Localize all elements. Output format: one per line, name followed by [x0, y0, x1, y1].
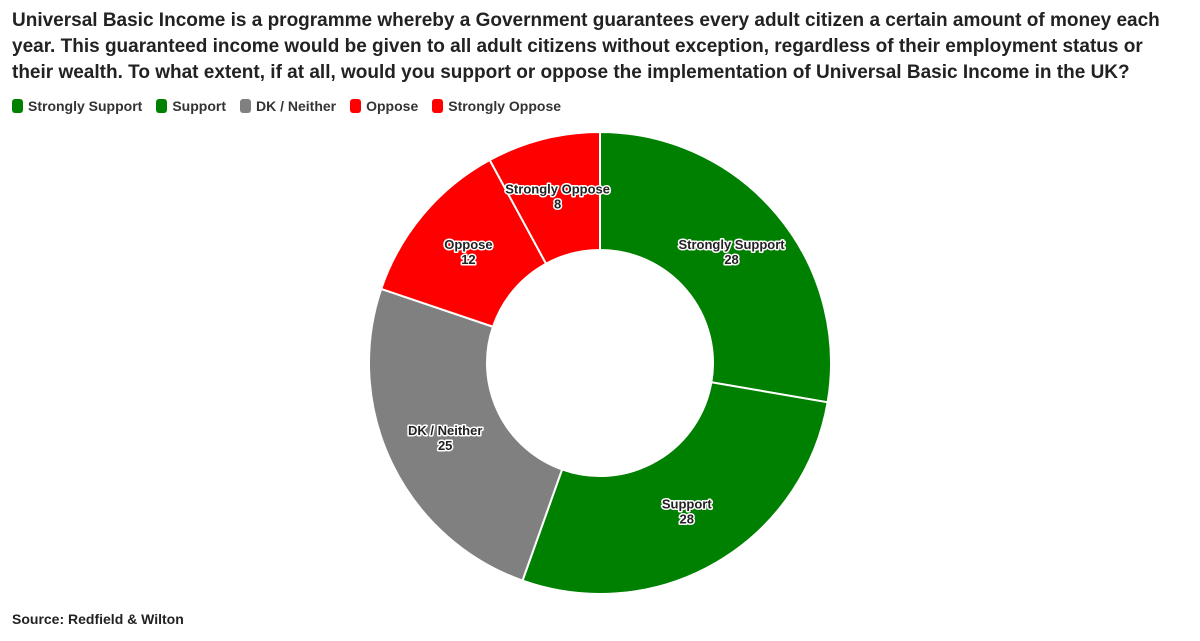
- slice-dk-neither[interactable]: [368, 287, 564, 582]
- legend-item-oppose[interactable]: Oppose: [350, 98, 418, 114]
- legend-label: Strongly Oppose: [448, 98, 562, 114]
- legend: Strongly Support Support DK / Neither Op…: [12, 98, 561, 114]
- legend-swatch: [350, 99, 362, 113]
- slice-strongly-oppose[interactable]: [488, 130, 601, 266]
- chart-title: Universal Basic Income is a programme wh…: [12, 10, 1160, 83]
- legend-item-dk-neither[interactable]: DK / Neither: [239, 98, 337, 114]
- slice-strongly-support[interactable]: [599, 130, 832, 404]
- legend-label: Support: [172, 98, 226, 114]
- legend-item-strongly-support[interactable]: Strongly Support: [12, 98, 142, 114]
- legend-swatch: [432, 99, 444, 113]
- legend-swatch: [156, 99, 168, 113]
- legend-swatch: [12, 99, 23, 113]
- legend-label: Strongly Support: [28, 98, 143, 114]
- source-note: Source: Redfield & Wilton: [12, 611, 184, 627]
- slice-support[interactable]: [521, 381, 829, 595]
- legend-label: Oppose: [366, 98, 419, 114]
- legend-swatch: [239, 99, 251, 113]
- slice-label-strongly-oppose: Strongly Oppose 8: [505, 181, 610, 211]
- slice-label-support: Support 28: [662, 497, 712, 527]
- legend-label: DK / Neither: [255, 98, 337, 114]
- slice-label-dk-neither: DK / Neither 25: [408, 423, 482, 453]
- slice-label-strongly-support: Strongly Support 28: [678, 237, 785, 267]
- legend-item-support[interactable]: Support: [156, 98, 226, 114]
- slice-label-oppose: Oppose 12: [444, 237, 492, 267]
- legend-item-strongly-oppose[interactable]: Strongly Oppose: [432, 98, 561, 114]
